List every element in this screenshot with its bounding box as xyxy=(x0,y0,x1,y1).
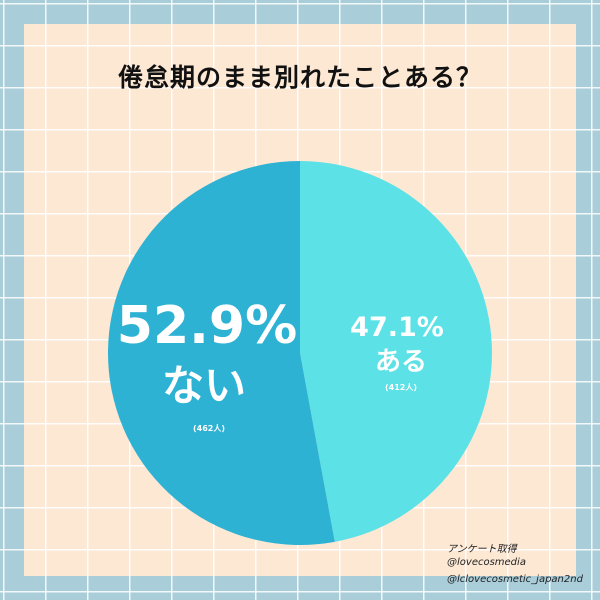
pie-slice-nai xyxy=(107,161,335,545)
slice-nai-count-label: (462人) xyxy=(193,423,225,433)
credit-account-1: @lovecosmedia xyxy=(447,557,526,568)
chart-title: 倦怠期のまま別れたことある？ xyxy=(117,63,482,92)
slice-nai-label: ない xyxy=(162,361,246,410)
slice-aru-percent-label: 47.1% xyxy=(350,312,444,343)
slice-nai-percent-label: 52.9% xyxy=(117,296,297,356)
pie-slice-aru xyxy=(300,161,492,542)
credit-account-2: @lclovecosmetic_japan2nd xyxy=(447,574,583,585)
slice-aru-label: ある xyxy=(375,347,427,377)
slice-aru-count-label: (412人) xyxy=(385,382,417,392)
credit-survey-label: アンケート取得 xyxy=(447,544,517,555)
